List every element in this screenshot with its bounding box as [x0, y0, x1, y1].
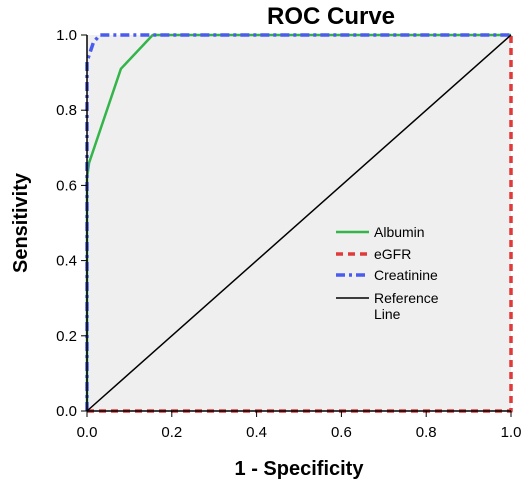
x-ticks: 0.0 0.2 0.4 0.6 0.8 1.0	[77, 411, 522, 441]
series-line-reference-line	[86, 34, 512, 412]
x-tick-label: 0.6	[331, 424, 352, 441]
y-axis-label: Sensitivity	[10, 172, 32, 273]
chart-title: ROC Curve	[267, 3, 395, 30]
x-tick-label: 0.4	[246, 424, 267, 441]
x-tick-label: 0.8	[416, 424, 437, 441]
x-tick-label: 0.0	[77, 424, 98, 441]
legend-label-egfr: eGFR	[374, 246, 411, 262]
y-tick-label: 0.2	[56, 328, 77, 345]
legend-label-reference-line: Line	[374, 306, 401, 322]
y-tick-label: 0.4	[56, 253, 77, 270]
legend-label-creatinine: Creatinine	[374, 267, 438, 283]
y-tick-label: 1.0	[56, 27, 77, 44]
x-axis-label: 1 - Specificity	[235, 458, 365, 480]
x-tick-label: 0.2	[161, 424, 182, 441]
legend-label-albumin: Albumin	[374, 224, 425, 240]
y-tick-label: 0.0	[56, 403, 77, 420]
legend-label-reference-line: Reference	[374, 290, 439, 306]
y-tick-label: 0.8	[56, 102, 77, 119]
y-tick-label: 0.6	[56, 177, 77, 194]
y-ticks: 0.0 0.2 0.4 0.6 0.8 1.0	[56, 27, 87, 420]
x-tick-label: 1.0	[501, 424, 522, 441]
